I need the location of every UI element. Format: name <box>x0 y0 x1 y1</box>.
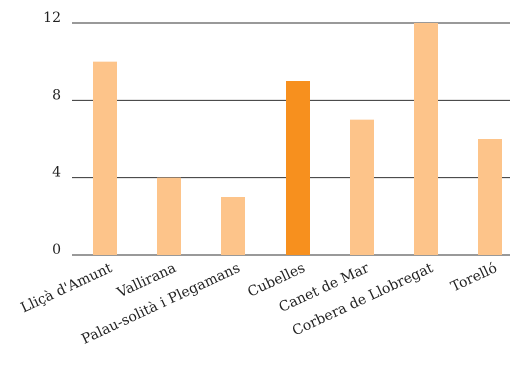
bar <box>93 61 117 255</box>
bar <box>157 177 181 255</box>
bar <box>286 81 310 255</box>
y-tick-label: 0 <box>52 242 61 258</box>
bars <box>93 23 502 256</box>
x-tick-label: Lliçà d'Amunt <box>18 259 115 316</box>
y-tick-label: 4 <box>52 165 61 181</box>
bar <box>221 197 245 255</box>
y-axis-tick-labels: 0 4 8 12 <box>43 10 61 258</box>
x-tick-label: Torelló <box>448 260 499 295</box>
bar <box>414 23 438 255</box>
y-tick-label: 12 <box>43 10 61 26</box>
bar <box>350 119 374 256</box>
y-tick-label: 8 <box>52 87 61 103</box>
bar <box>478 139 502 255</box>
